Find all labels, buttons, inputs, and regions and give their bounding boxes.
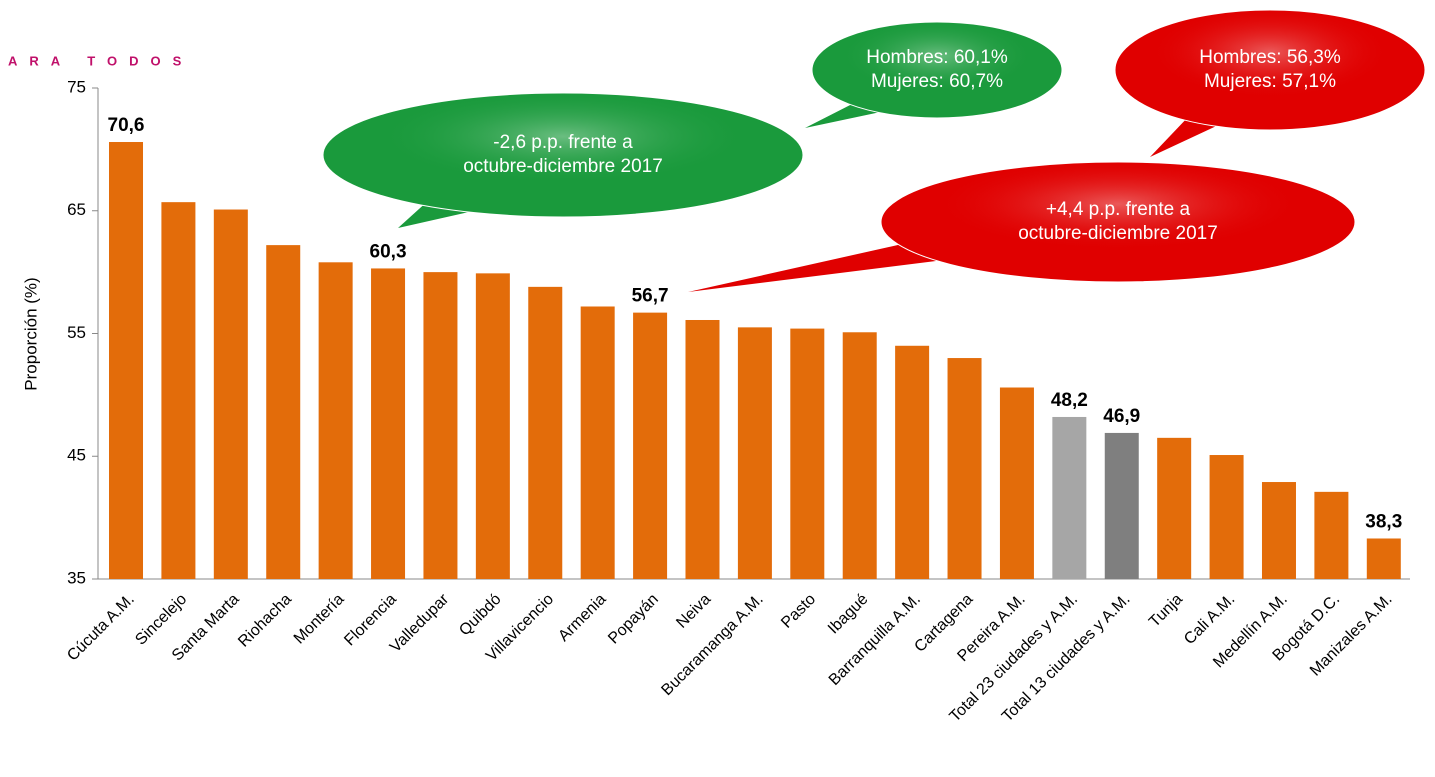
bubble-tail [1150, 115, 1225, 157]
bar [371, 268, 406, 579]
annotation-text: -2,6 p.p. frente a [493, 132, 633, 153]
bar [1366, 538, 1401, 579]
bar [1261, 482, 1296, 579]
bar [633, 312, 668, 579]
bubble-shine [1115, 10, 1425, 130]
x-tick-label: Barranquilla A.M. [826, 591, 924, 689]
bar [1157, 437, 1192, 579]
x-tick-label: Popayán [605, 591, 662, 648]
value-label: 46,9 [1103, 406, 1140, 427]
annotation-text: Hombres: 60,1% [866, 47, 1008, 68]
x-tick-label: Bucaramanga A.M. [658, 591, 766, 699]
bar [580, 306, 615, 579]
value-label: 60,3 [370, 241, 407, 262]
value-label: 70,6 [108, 115, 145, 136]
x-tick-label: Pasto [778, 591, 819, 632]
bar [475, 273, 510, 579]
x-tick-label: Riohacha [235, 591, 295, 651]
bar [266, 245, 301, 579]
bar [1209, 455, 1244, 579]
annotation-text: Mujeres: 60,7% [871, 71, 1003, 92]
y-tick-label: 45 [67, 446, 86, 465]
bar [1104, 432, 1139, 579]
brand: ARA TODOS [8, 53, 193, 68]
annotation-text: Hombres: 56,3% [1199, 47, 1341, 68]
x-tick-label: Cúcuta A.M. [64, 591, 138, 665]
value-label: 56,7 [632, 286, 669, 307]
x-tick-label: Neiva [673, 591, 714, 632]
annotation-text: Mujeres: 57,1% [1204, 71, 1336, 92]
y-tick-label: 65 [67, 200, 86, 219]
annotation-text: +4,4 p.p. frente a [1046, 199, 1191, 220]
bar [109, 142, 144, 579]
bar [999, 387, 1034, 579]
bar [737, 327, 772, 579]
value-label: 38,3 [1365, 512, 1402, 533]
bubble-shine [323, 93, 803, 217]
bar [213, 209, 248, 579]
bubble-shine [812, 22, 1062, 118]
y-tick-label: 55 [67, 323, 86, 342]
y-axis-label: Proporción (%) [21, 277, 40, 390]
x-tick-label: Ibagué [825, 591, 872, 638]
bar [947, 358, 982, 579]
bar [685, 319, 720, 579]
bubble-tail [688, 240, 960, 292]
y-tick-label: 75 [67, 77, 86, 96]
x-tick-label: Tunja [1146, 591, 1186, 631]
bubble-shine [881, 162, 1355, 282]
bar [528, 286, 563, 579]
x-tick-label: Armenia [555, 591, 609, 645]
x-tick-label: Quibdó [456, 591, 505, 640]
bar [423, 272, 458, 579]
y-tick-label: 35 [67, 568, 86, 587]
bar [842, 332, 877, 579]
bar [790, 328, 825, 579]
bar [895, 345, 930, 579]
bar [161, 202, 196, 579]
annotation-text: octubre-diciembre 2017 [1018, 223, 1218, 244]
x-tick-label: Montería [291, 591, 348, 648]
bar [318, 262, 353, 579]
annotation-text: octubre-diciembre 2017 [463, 156, 663, 177]
bar [1052, 416, 1087, 579]
bar [1314, 491, 1349, 579]
value-label: 48,2 [1051, 390, 1088, 411]
